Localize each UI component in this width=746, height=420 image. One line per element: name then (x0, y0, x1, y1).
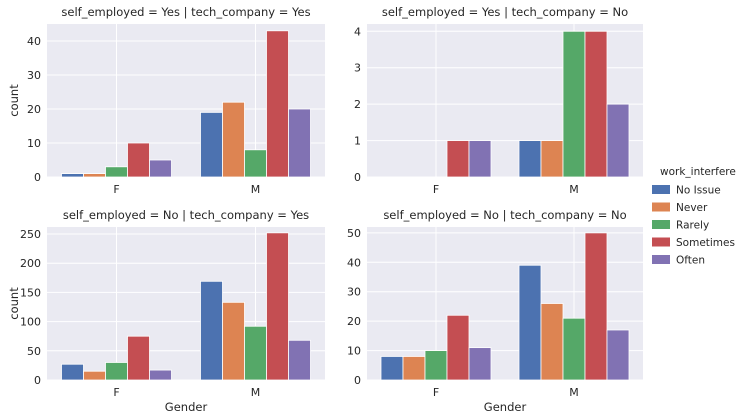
y-tick-label: 50 (27, 345, 41, 358)
bar-sometimes-f (127, 335, 150, 381)
y-tick-label: 0 (34, 374, 41, 387)
legend-swatch-never (652, 202, 670, 212)
x-tick-label: M (251, 386, 261, 399)
bar-rarely-m (562, 30, 586, 178)
y-tick-label: 40 (27, 35, 41, 48)
y-tick-label: 0 (34, 171, 41, 184)
bar-sometimes-m (584, 30, 608, 178)
y-axis-label: count (7, 84, 21, 117)
legend-swatch-no-issue (652, 185, 670, 194)
x-axis-label: Gender (165, 400, 208, 414)
bar-rarely-f (424, 350, 448, 381)
y-tick-label: 30 (27, 69, 41, 82)
x-tick-label: F (113, 386, 119, 399)
bar-sometimes-f (127, 142, 150, 178)
bar-often-m (288, 339, 311, 381)
x-tick-label: M (251, 183, 261, 196)
y-axis-label: count (7, 287, 21, 320)
legend: work_interfere No Issue Never Rarely Sometim… (652, 166, 736, 267)
x-tick-label: M (569, 183, 579, 196)
legend-label: Never (676, 202, 708, 214)
bar-often-m (606, 329, 630, 381)
x-axis-label: Gender (484, 400, 527, 414)
bar-no-issue-m (518, 140, 542, 178)
bar-often-f (468, 347, 492, 381)
bar-never-f (83, 370, 106, 381)
y-tick-label: 0 (354, 374, 361, 387)
bar-no-issue-f (380, 356, 404, 381)
x-tick-label: M (569, 386, 579, 399)
y-tick-label: 250 (20, 228, 41, 241)
bar-rarely-m (562, 317, 586, 381)
bar-no-issue-m (518, 264, 542, 381)
bar-rarely-f (105, 362, 128, 381)
y-tick-label: 50 (347, 227, 361, 240)
panel-title: self_employed = Yes | tech_company = Yes (61, 5, 310, 19)
bar-often-f (149, 159, 172, 178)
x-tick-label: F (433, 183, 439, 196)
y-tick-label: 200 (20, 257, 41, 270)
bar-no-issue-m (200, 280, 223, 381)
legend-swatch-often (652, 255, 670, 264)
legend-swatch-sometimes (652, 237, 670, 247)
legend-label: Often (676, 255, 705, 267)
bar-no-issue-m (200, 112, 223, 178)
legend-label: Rarely (676, 220, 709, 232)
y-tick-label: 4 (354, 25, 361, 38)
bar-rarely-f (105, 166, 128, 178)
bar-often-m (606, 103, 630, 178)
bar-often-f (468, 140, 492, 178)
bar-sometimes-f (446, 314, 470, 381)
bar-no-issue-f (61, 173, 84, 178)
bar-never-m (222, 301, 245, 381)
bar-never-m (540, 140, 564, 178)
y-tick-label: 20 (27, 103, 41, 116)
bar-never-f (402, 356, 426, 381)
legend-label: Sometimes (676, 237, 735, 249)
y-tick-label: 40 (347, 256, 361, 269)
y-tick-label: 3 (354, 62, 361, 75)
x-tick-label: F (433, 386, 439, 399)
bar-often-m (288, 108, 311, 178)
bar-sometimes-m (266, 30, 289, 178)
bar-sometimes-m (584, 232, 608, 381)
bar-never-f (83, 173, 106, 178)
bar-often-f (149, 369, 172, 381)
x-tick-label: F (113, 183, 119, 196)
panel-title: self_employed = No | tech_company = Yes (63, 208, 309, 222)
panel-title: self_employed = No | tech_company = No (383, 208, 626, 222)
bar-sometimes-m (266, 232, 289, 381)
y-tick-label: 0 (354, 171, 361, 184)
y-tick-label: 1 (354, 135, 361, 148)
bar-never-m (222, 101, 245, 178)
y-tick-label: 10 (347, 345, 361, 358)
y-tick-label: 150 (20, 286, 41, 299)
panel-title: self_employed = Yes | tech_company = No (382, 5, 628, 19)
bar-rarely-m (244, 149, 267, 178)
bar-no-issue-f (61, 363, 84, 381)
legend-label: No Issue (676, 185, 721, 197)
y-tick-label: 10 (27, 137, 41, 150)
bar-sometimes-f (446, 140, 470, 178)
y-tick-label: 30 (347, 286, 361, 299)
bar-rarely-m (244, 325, 267, 381)
y-tick-label: 100 (20, 316, 41, 329)
bar-never-m (540, 303, 564, 381)
legend-swatch-rarely (652, 220, 670, 229)
legend-title: work_interfere (660, 166, 736, 178)
y-tick-label: 20 (347, 315, 361, 328)
y-tick-label: 2 (354, 98, 361, 111)
